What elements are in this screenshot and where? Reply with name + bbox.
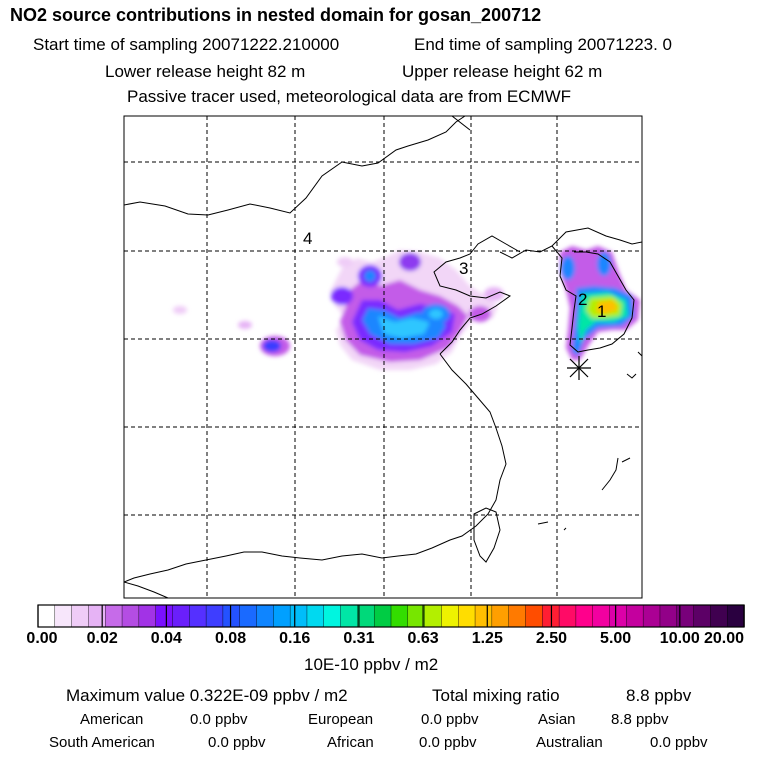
contribution-name: Australian — [536, 734, 603, 751]
contribution-name: American — [80, 711, 144, 728]
colorbar-tick-label: 2.50 — [535, 630, 568, 647]
colorbar-tick-label: 0.00 — [26, 630, 58, 647]
colorbar-cell — [306, 604, 325, 628]
colorbar-cell — [256, 604, 275, 628]
contribution-value: 8.8 ppbv — [611, 711, 669, 728]
region-label-1: 1 — [597, 302, 606, 321]
colorbar-cell — [659, 604, 678, 628]
tracer-note: Passive tracer used, meteorological data… — [127, 87, 572, 106]
asterisk-icon — [567, 356, 591, 380]
colorbar-cell — [273, 604, 291, 628]
colorbar-cell — [592, 604, 611, 628]
region-label-2: 2 — [578, 290, 587, 309]
total-mixing-value: 8.8 ppbv — [626, 686, 692, 705]
colorbar-cell — [458, 604, 476, 628]
colorbar-cell — [222, 604, 241, 628]
end-time: End time of sampling 20071223. 0 — [414, 35, 673, 54]
colorbar-cell — [71, 604, 90, 628]
colorbar-cell — [289, 604, 308, 628]
colorbar-cell — [373, 604, 392, 628]
contribution-value: 0.0 ppbv — [208, 734, 266, 751]
colorbar-tick-label: 5.00 — [600, 630, 632, 647]
colorbar-unit: 10E-10 ppbv / m2 — [304, 655, 439, 674]
colorbar-cell — [189, 604, 207, 628]
colorbar-cell — [575, 604, 594, 628]
colorbar-cell — [357, 604, 375, 628]
contribution-value: 0.0 ppbv — [421, 711, 479, 728]
colorbar-cell — [525, 604, 543, 628]
start-time: Start time of sampling 20071222.210000 — [33, 35, 340, 54]
colorbar-tick-label: 0.63 — [407, 630, 439, 647]
colorbar-cell — [138, 604, 157, 628]
colorbar-cell — [239, 604, 258, 628]
maximum-value: Maximum value 0.322E-09 ppbv / m2 — [66, 686, 348, 705]
colorbar-cell — [726, 604, 745, 628]
colorbar-cell — [424, 604, 443, 628]
graticule — [124, 116, 642, 598]
colorbar-cell — [340, 604, 359, 628]
upper-release-height: Upper release height 62 m — [402, 62, 603, 81]
colorbar-cell — [474, 604, 493, 628]
colorbar-tick-label: 0.16 — [279, 630, 311, 647]
colorbar-cell — [105, 604, 123, 628]
total-mixing-label: Total mixing ratio — [432, 686, 560, 705]
colorbar-cell — [491, 604, 510, 628]
contribution-name: South American — [49, 734, 155, 751]
colorbar-tick-label: 0.02 — [86, 630, 118, 647]
contribution-value: 0.0 ppbv — [190, 711, 248, 728]
colorbar-cell — [37, 604, 56, 628]
coastlines — [124, 116, 642, 598]
lower-release-height: Lower release height 82 m — [105, 62, 306, 81]
contribution-value: 0.0 ppbv — [650, 734, 708, 751]
colorbar-cell — [323, 604, 342, 628]
region-label-4: 4 — [303, 229, 312, 248]
colorbar-cell — [54, 604, 73, 628]
colorbar-cell — [508, 604, 527, 628]
contribution-name: African — [327, 734, 374, 751]
contribution-name: European — [308, 711, 374, 728]
colorbar-cell — [121, 604, 140, 628]
contribution-name: Asian — [538, 711, 576, 728]
colorbar-tick-label: 10.00 — [659, 630, 700, 647]
colorbar-cell — [609, 604, 628, 628]
colorbar-cell — [642, 604, 661, 628]
plot-title: NO2 source contributions in nested domai… — [10, 5, 542, 25]
colorbar-tick-label: 0.08 — [214, 630, 247, 647]
colorbar-tick-label: 0.31 — [343, 630, 375, 647]
colorbar-cell — [558, 604, 577, 628]
colorbar-cell — [172, 604, 190, 628]
colorbar-cell — [88, 604, 106, 628]
colorbar-cell — [693, 604, 712, 628]
colorbar-tick-label: 1.25 — [471, 630, 503, 647]
colorbar-cell — [205, 604, 224, 628]
colorbar-cell — [626, 604, 644, 628]
colorbar-cell — [441, 604, 459, 628]
colorbar-cell — [155, 604, 174, 628]
colorbar-cell — [390, 604, 409, 628]
colorbar-cell — [710, 604, 728, 628]
colorbar-tick-label: 20.00 — [703, 630, 745, 647]
colorbar-tick-label: 0.04 — [150, 630, 182, 647]
contribution-value: 0.0 ppbv — [419, 734, 477, 751]
region-label-3: 3 — [459, 259, 468, 278]
